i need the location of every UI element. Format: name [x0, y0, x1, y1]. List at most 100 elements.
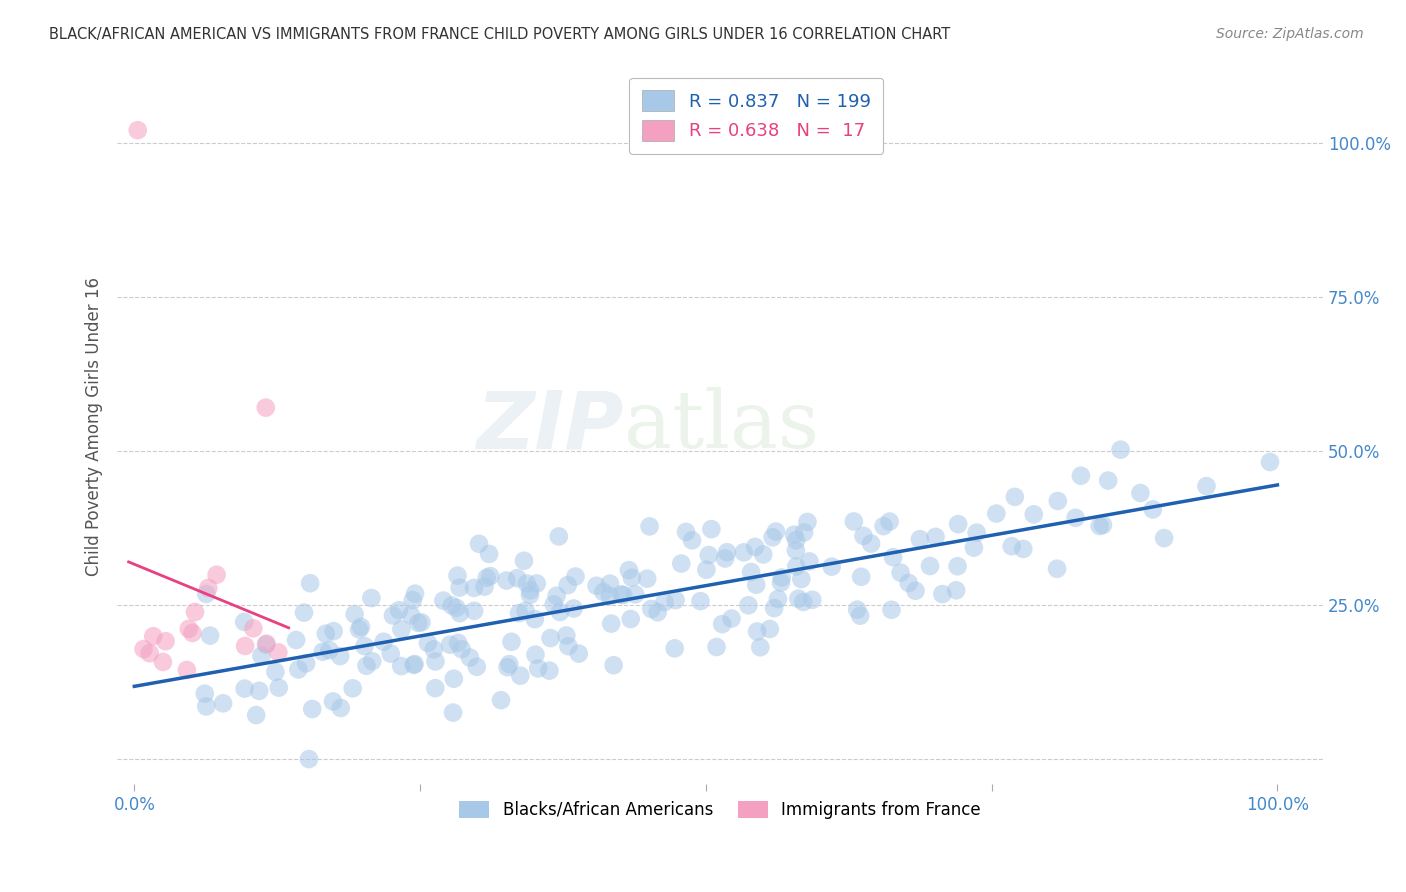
- Point: [852, 529, 875, 543]
- Point: [624, 587, 647, 601]
- Point: [322, 694, 344, 708]
- Point: [620, 612, 643, 626]
- Point: [766, 592, 789, 607]
- Point: [640, 602, 662, 616]
- Point: [443, 672, 465, 686]
- Point: [519, 588, 541, 602]
- Point: [247, 683, 270, 698]
- Point: [548, 605, 571, 619]
- Point: [612, 588, 634, 602]
- Point: [681, 533, 703, 548]
- Point: [945, 583, 967, 598]
- Point: [790, 572, 813, 586]
- Point: [233, 615, 256, 629]
- Point: [475, 571, 498, 585]
- Point: [508, 606, 530, 620]
- Point: [356, 658, 378, 673]
- Point: [489, 693, 512, 707]
- Point: [620, 571, 643, 585]
- Point: [373, 634, 395, 648]
- Point: [329, 649, 352, 664]
- Point: [664, 641, 686, 656]
- Point: [506, 571, 529, 585]
- Point: [770, 570, 793, 584]
- Point: [1153, 531, 1175, 545]
- Point: [402, 593, 425, 607]
- Text: ZIP: ZIP: [477, 387, 624, 465]
- Point: [599, 589, 621, 603]
- Point: [897, 575, 920, 590]
- Point: [546, 589, 568, 603]
- Point: [654, 595, 676, 609]
- Point: [882, 550, 904, 565]
- Point: [267, 645, 290, 659]
- Point: [254, 401, 277, 415]
- Point: [197, 581, 219, 595]
- Point: [254, 638, 277, 652]
- Point: [449, 581, 471, 595]
- Point: [752, 548, 775, 562]
- Point: [233, 639, 256, 653]
- Point: [127, 123, 149, 137]
- Point: [322, 624, 344, 639]
- Point: [292, 606, 315, 620]
- Point: [312, 645, 335, 659]
- Point: [501, 635, 523, 649]
- Point: [787, 591, 810, 606]
- Point: [343, 607, 366, 622]
- Point: [783, 527, 806, 541]
- Point: [602, 658, 624, 673]
- Point: [557, 639, 579, 653]
- Point: [1129, 486, 1152, 500]
- Point: [1001, 539, 1024, 553]
- Point: [498, 657, 520, 671]
- Point: [513, 554, 536, 568]
- Point: [425, 681, 447, 695]
- Point: [714, 551, 737, 566]
- Point: [747, 624, 769, 639]
- Point: [285, 632, 308, 647]
- Point: [195, 699, 218, 714]
- Point: [463, 581, 485, 595]
- Point: [404, 657, 426, 671]
- Point: [152, 655, 174, 669]
- Text: BLACK/AFRICAN AMERICAN VS IMMIGRANTS FROM FRANCE CHILD POVERTY AMONG GIRLS UNDER: BLACK/AFRICAN AMERICAN VS IMMIGRANTS FRO…: [49, 27, 950, 42]
- Point: [287, 663, 309, 677]
- Point: [519, 583, 541, 598]
- Point: [381, 608, 404, 623]
- Point: [543, 598, 565, 612]
- Point: [267, 681, 290, 695]
- Point: [555, 628, 578, 642]
- Y-axis label: Child Poverty Among Girls Under 16: Child Poverty Among Girls Under 16: [86, 277, 103, 575]
- Point: [301, 702, 323, 716]
- Point: [523, 612, 546, 626]
- Point: [380, 647, 402, 661]
- Point: [250, 648, 273, 663]
- Point: [184, 605, 207, 619]
- Point: [342, 681, 364, 696]
- Point: [1142, 502, 1164, 516]
- Point: [432, 593, 454, 607]
- Point: [353, 639, 375, 653]
- Point: [890, 566, 912, 580]
- Point: [821, 559, 844, 574]
- Point: [318, 643, 340, 657]
- Point: [474, 580, 496, 594]
- Point: [176, 663, 198, 677]
- Point: [447, 636, 470, 650]
- Point: [924, 530, 946, 544]
- Point: [785, 543, 807, 558]
- Point: [946, 517, 969, 532]
- Point: [592, 585, 614, 599]
- Point: [155, 634, 177, 648]
- Point: [1022, 508, 1045, 522]
- Point: [350, 620, 373, 634]
- Point: [245, 708, 267, 723]
- Point: [1064, 511, 1087, 525]
- Point: [132, 642, 155, 657]
- Point: [610, 587, 633, 601]
- Point: [737, 599, 759, 613]
- Point: [399, 608, 422, 623]
- Point: [360, 591, 382, 605]
- Point: [849, 570, 872, 584]
